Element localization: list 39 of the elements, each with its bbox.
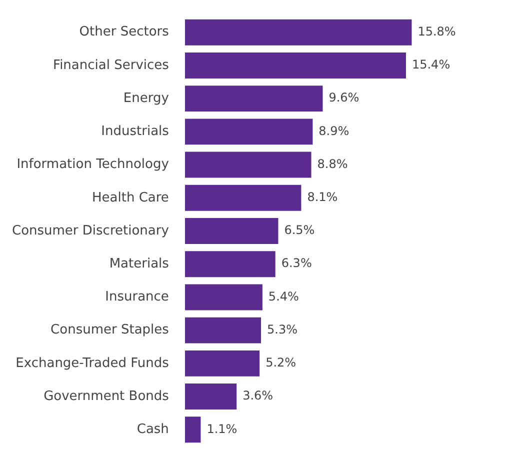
y-tick-label: Cash [136, 422, 169, 438]
y-tick-label: Industrials [101, 124, 170, 140]
y-tick-label: Information Technology [16, 157, 170, 172]
bar [184, 118, 313, 145]
y-tick-label: Health Care [92, 190, 169, 206]
data-label: 9.6% [328, 90, 360, 105]
y-tick-label: Government Bonds [44, 388, 170, 404]
bar [184, 317, 261, 344]
bar [184, 384, 237, 410]
data-label: 8.9% [318, 124, 350, 138]
bar [184, 152, 312, 178]
data-label: 5.2% [266, 356, 296, 370]
data-label: 5.4% [268, 289, 299, 304]
bar [184, 350, 260, 376]
y-tick-label: Consumer Staples [50, 322, 170, 338]
bar [184, 218, 278, 244]
bar [184, 416, 201, 443]
data-label: 3.6% [242, 388, 274, 403]
data-label: 1.1% [206, 422, 238, 436]
data-label: 8.8% [317, 156, 348, 171]
bar [184, 19, 412, 46]
y-tick-label: Insurance [105, 290, 169, 305]
data-label: 6.3% [281, 256, 312, 270]
data-label: 6.5% [284, 223, 315, 238]
data-label: 15.4% [412, 58, 450, 72]
bar [184, 284, 262, 310]
data-label: 5.3% [267, 322, 298, 336]
y-tick-label: Exchange-Traded Funds [16, 356, 170, 371]
y-tick-label: Materials [109, 256, 170, 272]
data-label: 15.8% [418, 24, 456, 38]
bar [184, 251, 276, 278]
bar [184, 86, 323, 112]
y-tick-label: Other Sectors [79, 24, 170, 40]
bar [184, 52, 406, 78]
y-tick-label: Financial Services [53, 58, 170, 73]
y-tick-label: Consumer Discretionary [12, 223, 170, 238]
data-label: 8.1% [307, 190, 338, 204]
y-tick-label: Energy [123, 90, 170, 106]
bar [184, 184, 302, 211]
